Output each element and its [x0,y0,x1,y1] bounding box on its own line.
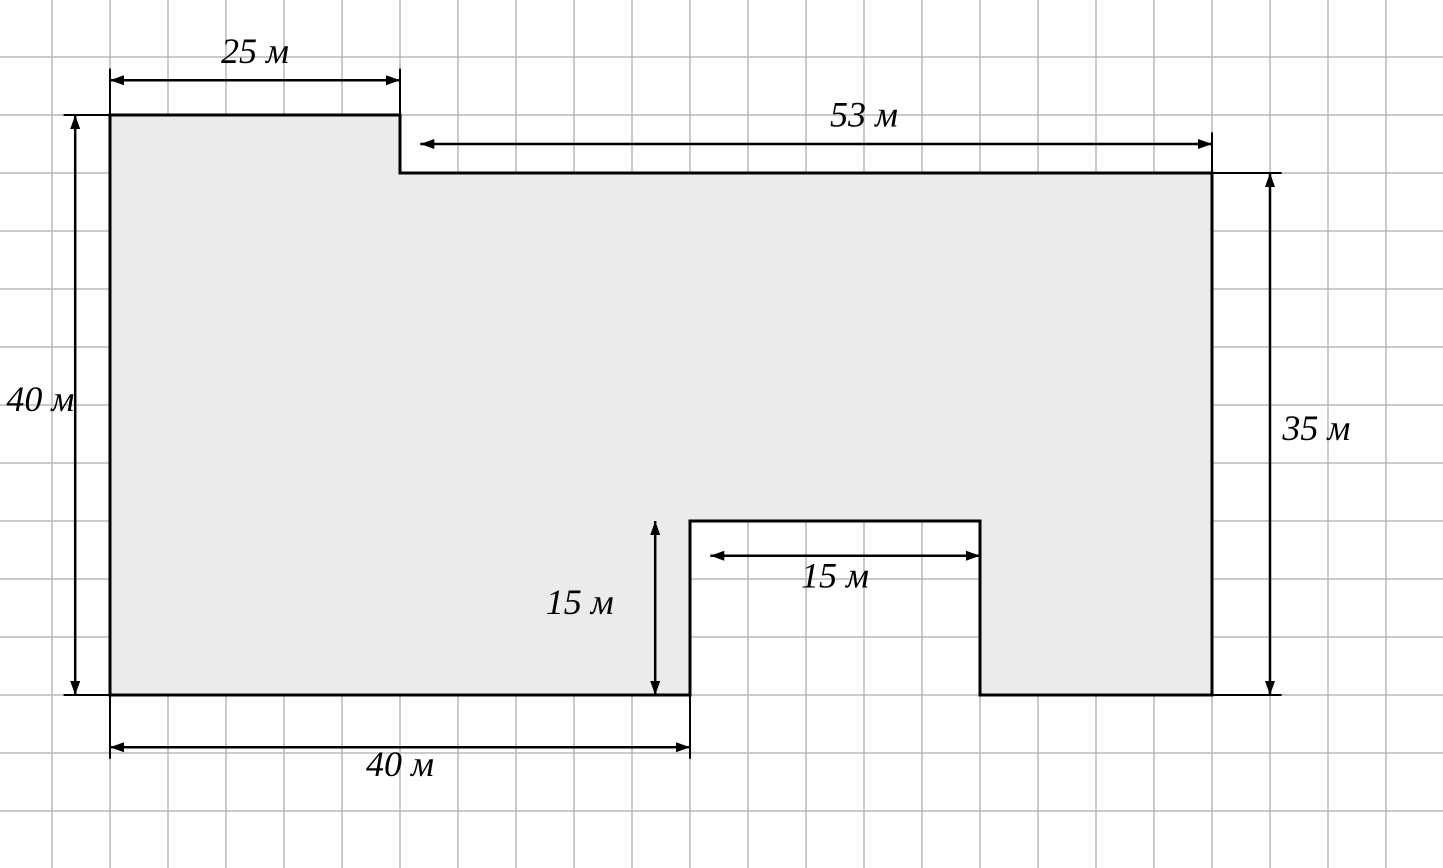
diagram-container: 25 м 53 м 40 м 35 м 40 м 15 м 15 м [0,0,1443,868]
floorplan-svg: 25 м 53 м 40 м 35 м 40 м 15 м 15 м [0,0,1443,868]
dimension-label-notch_w: 15 м [801,556,869,596]
dimension-label-top_right: 53 м [830,95,898,135]
dimension-label-right: 35 м [1281,408,1350,448]
dimension-label-bottom: 40 м [366,744,434,784]
floorplan-shape [110,115,1212,695]
dimension-label-notch_h: 15 м [546,582,614,622]
dimension-label-top_left: 25 м [221,31,289,71]
dimension-label-left: 40 м [6,379,74,419]
